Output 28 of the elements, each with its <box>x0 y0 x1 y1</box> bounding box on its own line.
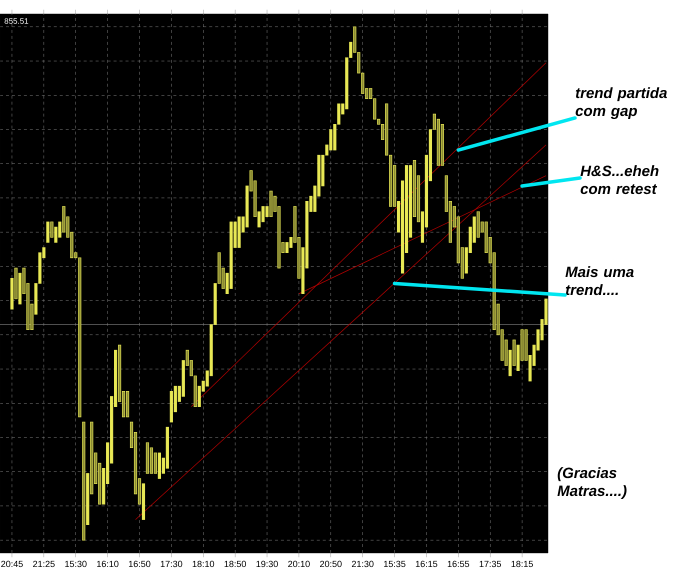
x-tick-label: 20:50 <box>320 560 342 568</box>
x-tick-label: 16:50 <box>128 560 150 568</box>
annotation: H&S...eheh com retest <box>580 165 658 194</box>
x-tick-label: 19:30 <box>256 560 278 568</box>
candlestick <box>126 390 130 418</box>
x-tick-label: 21:25 <box>33 560 55 568</box>
x-tick-label: 16:55 <box>448 560 470 568</box>
candlestick <box>82 422 86 540</box>
x-tick-label: 20:45 <box>1 560 23 568</box>
x-tick-label: 18:10 <box>192 560 214 568</box>
text: (Gracias Matras....) <box>557 467 627 500</box>
x-tick-label: 17:35 <box>480 560 502 568</box>
annotation: Mais uma trend.... <box>565 266 634 296</box>
candlestick <box>146 442 150 474</box>
x-tick-label: 16:15 <box>416 560 438 568</box>
candlestick <box>269 190 273 218</box>
x-tick-label: 18:15 <box>512 560 533 568</box>
x-tick-label: 20:10 <box>288 560 310 568</box>
x-tick-label: 21:30 <box>352 560 374 568</box>
x-tick-label: 16:10 <box>97 560 118 568</box>
annotation: trend partida com gap <box>576 87 667 120</box>
x-tick-label: 18:50 <box>224 560 246 568</box>
x-tick-label: 15:35 <box>384 560 406 568</box>
candlestick <box>158 452 161 479</box>
x-tick-label: 17:30 <box>160 560 182 568</box>
x-tick-label: 15:30 <box>65 560 87 568</box>
candlestick <box>46 222 50 243</box>
candlestick <box>238 216 241 248</box>
